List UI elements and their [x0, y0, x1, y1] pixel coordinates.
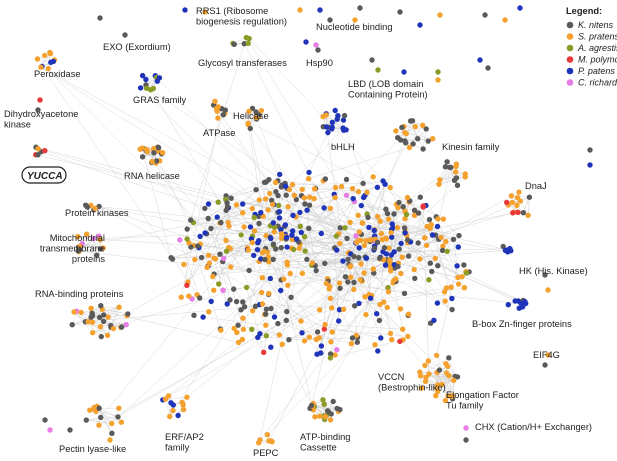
- legend-swatch: [566, 44, 574, 52]
- label-bhlh: bHLH: [331, 142, 355, 152]
- label-helicase: Helicase: [233, 111, 269, 121]
- legend-entry: P. patens: [578, 66, 615, 76]
- yucca-highlight-pill: [21, 166, 67, 184]
- label-gras-family: GRAS family: [133, 95, 187, 105]
- label-vccn: VCCN (Bestrophin-like): [378, 372, 446, 393]
- species-legend: Legend: K. nitens S. pratensisA. agrestis…: [566, 6, 617, 88]
- legend-entry: K. nitens: [578, 20, 614, 30]
- legend-title: Legend:: [566, 6, 602, 16]
- label-chx: CHX (Cation/H+ Exchanger): [475, 422, 592, 432]
- label-rna-helicase: RNA helicase: [124, 171, 180, 181]
- label-rna-binding-proteins: RNA-binding proteins: [35, 289, 124, 299]
- label-yucca: YUCCA: [27, 171, 63, 182]
- label-atp-binding-cassette: ATP-binding Cassette: [300, 432, 350, 453]
- legend-entry: S. pratensis: [578, 32, 617, 42]
- label-protein-kinases: Protein kinases: [65, 208, 129, 218]
- label-pectin-lyase-like: Pectin lyase-like: [59, 444, 126, 454]
- legend-swatch: [566, 56, 574, 63]
- legend-swatch: [566, 79, 574, 86]
- legend-swatch: [566, 21, 574, 29]
- label-nucleotide-binding: Nucleotide binding: [316, 22, 393, 32]
- legend-swatch: [566, 67, 574, 75]
- legend-entry: M. polymorpha: [578, 55, 617, 65]
- label-pepc: PEPC: [253, 448, 279, 458]
- label-kinesin-family: Kinesin family: [442, 142, 500, 152]
- label-rrs1: RRS1 (Ribosome biogenesis regulation): [196, 6, 287, 27]
- label-erf-ap2: ERF/AP2 family: [165, 432, 204, 453]
- label-mitochondrial-transmembrane: Mitochondrial transmembrane proteins: [40, 233, 105, 264]
- label-lbd: LBD (LOB domain Containing Protein): [348, 79, 428, 100]
- label-eif4g: EIF4G: [533, 350, 560, 360]
- label-peroxidase: Peroxidase: [34, 69, 81, 79]
- label-dihydroxyacetone-kinase: Dihydroxyacetone kinase: [4, 109, 78, 130]
- cluster-labels: RRS1 (Ribosome biogenesis regulation) Nuc…: [4, 6, 592, 458]
- label-bbox-zn-finger: B-box Zn-finger proteins: [472, 319, 572, 329]
- label-elongation-factor: Elongation Factor Tu family: [446, 390, 519, 411]
- label-dnaj: DnaJ: [525, 181, 547, 191]
- label-hsp90: Hsp90: [306, 58, 333, 68]
- legend-entry: C. richardii: [578, 78, 617, 88]
- label-exo: EXO (Exordium): [103, 42, 171, 52]
- legend-swatch: [566, 33, 574, 40]
- legend-entry: A. agrestis: [577, 43, 617, 53]
- label-glycosyl-transferases: Glycosyl transferases: [198, 58, 287, 68]
- label-hk: HK (His. Kinase): [519, 266, 588, 276]
- network-nodes: [33, 5, 593, 446]
- label-atpase: ATPase: [203, 128, 235, 138]
